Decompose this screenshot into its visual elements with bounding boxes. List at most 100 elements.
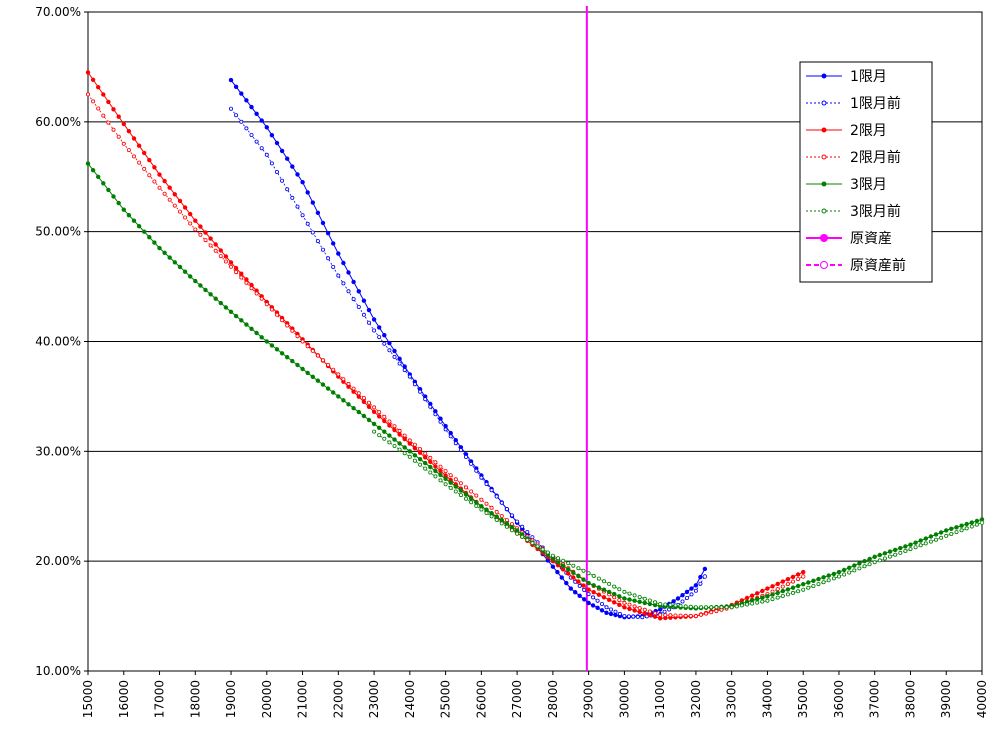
data-point (372, 405, 377, 410)
data-point (320, 247, 325, 252)
data-point (162, 178, 167, 184)
data-point (346, 289, 351, 294)
data-point (608, 611, 614, 617)
data-point (443, 476, 448, 481)
data-point (680, 599, 685, 604)
data-point (581, 577, 586, 582)
data-point (969, 524, 974, 529)
data-point (770, 592, 775, 597)
data-point (509, 524, 515, 530)
data-point (617, 594, 622, 599)
data-point (213, 242, 218, 247)
data-point (356, 394, 361, 399)
x-tick-label: 29000 (582, 680, 596, 718)
data-point (959, 528, 964, 533)
data-point (387, 419, 392, 424)
data-point (213, 296, 218, 301)
data-point (949, 526, 954, 531)
data-point (152, 165, 157, 170)
data-point (136, 223, 142, 229)
data-point (453, 489, 458, 494)
data-point (689, 592, 694, 597)
x-tick-label: 15000 (81, 680, 95, 718)
data-point (693, 583, 699, 588)
x-tick-label: 31000 (653, 680, 667, 718)
data-point (331, 241, 336, 246)
data-point (831, 576, 836, 581)
data-point (106, 120, 111, 125)
data-point (642, 596, 647, 601)
data-point (622, 589, 627, 594)
data-point (136, 143, 142, 148)
data-point (872, 554, 877, 559)
data-point (269, 132, 275, 138)
data-point (509, 528, 514, 533)
data-point (203, 287, 208, 293)
data-point (663, 602, 668, 607)
data-point (203, 238, 208, 243)
data-point (642, 600, 647, 606)
data-point (336, 251, 341, 256)
data-point (264, 339, 269, 344)
data-point (499, 514, 504, 519)
legend-marker (821, 100, 827, 106)
data-point (852, 563, 857, 568)
data-point (244, 280, 249, 285)
data-point (882, 556, 887, 561)
data-point (177, 264, 183, 270)
data-point (479, 497, 484, 502)
data-point (954, 525, 959, 530)
data-point (433, 412, 438, 417)
data-point (131, 154, 136, 159)
data-point (586, 600, 591, 606)
legend-marker (821, 127, 827, 133)
data-point (387, 340, 392, 346)
data-point (392, 424, 397, 429)
y-tick-label: 40.00% (35, 335, 81, 349)
data-point (208, 236, 213, 241)
data-point (142, 166, 147, 171)
data-point (591, 590, 596, 595)
data-point (852, 568, 857, 573)
data-point (790, 574, 796, 580)
data-point (821, 575, 826, 580)
data-point (504, 521, 510, 526)
data-point (796, 577, 801, 582)
data-point (780, 594, 785, 599)
data-point (244, 126, 249, 131)
data-point (702, 566, 708, 572)
data-point (888, 554, 893, 559)
data-point (423, 466, 428, 471)
data-point (586, 587, 591, 592)
data-point (658, 613, 663, 618)
x-tick-label: 27000 (510, 680, 524, 718)
data-point (826, 573, 831, 578)
data-point (780, 584, 785, 589)
data-point (509, 513, 514, 518)
data-point (954, 530, 959, 535)
data-point (254, 139, 259, 144)
data-point (91, 99, 96, 104)
data-point (433, 460, 438, 465)
data-point (882, 551, 888, 556)
data-point (530, 535, 535, 540)
data-point (647, 601, 653, 607)
data-point (392, 437, 397, 442)
data-point (586, 580, 591, 586)
data-point (469, 489, 474, 494)
x-tick-label: 20000 (260, 680, 274, 718)
data-point (259, 296, 264, 301)
data-point (755, 591, 760, 596)
data-point (595, 598, 600, 603)
data-point (402, 445, 407, 450)
legend-label: 1限月前 (850, 95, 901, 112)
x-tick-label: 33000 (725, 680, 739, 718)
data-point (443, 423, 448, 429)
data-point (617, 587, 622, 592)
data-point (377, 325, 382, 330)
data-point (604, 610, 609, 615)
data-point (372, 328, 377, 333)
data-point (662, 609, 667, 614)
data-point (463, 454, 468, 459)
x-tick-label: 21000 (296, 680, 310, 718)
